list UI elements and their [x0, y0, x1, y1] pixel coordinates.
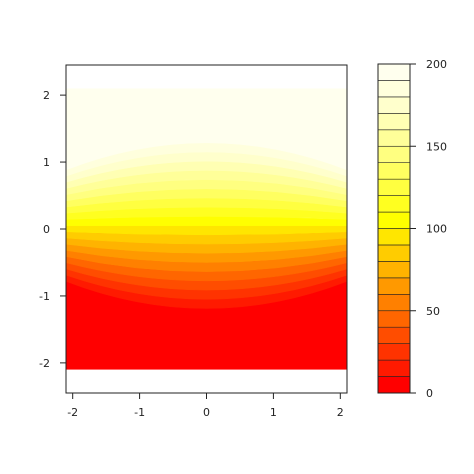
colorbar-segment-5 — [377, 293, 411, 312]
x-tick-label-1: -1 — [134, 406, 145, 419]
colorbar-tick-label-0: 0 — [426, 387, 433, 400]
colorbar-segment-14 — [377, 145, 411, 164]
x-tick-label-0: -2 — [67, 406, 78, 419]
x-tick-label-2: 0 — [203, 406, 210, 419]
y-tick-label-0: -2 — [39, 357, 50, 370]
colorbar-segment-12 — [377, 178, 411, 196]
colorbar-segment-3 — [377, 326, 411, 344]
colorbar-segment-4 — [377, 310, 411, 328]
colorbar-segment-8 — [377, 244, 411, 262]
colorbar-segment-11 — [377, 195, 411, 213]
colorbar-segment-9 — [377, 228, 411, 246]
colorbar-segment-15 — [377, 129, 411, 147]
colorbar-segment-0 — [377, 376, 411, 394]
colorbar-segment-7 — [377, 261, 411, 279]
colorbar-segment-16 — [377, 113, 411, 131]
y-tick-label-1: -1 — [39, 290, 50, 303]
colorbar-segment-13 — [377, 162, 411, 180]
colorbar: 0 50 100 150 200 — [377, 58, 447, 400]
colorbar-segment-19 — [377, 63, 411, 81]
contour-band-19 — [66, 133, 347, 171]
colorbar-segment-18 — [377, 80, 411, 98]
colorbar-tick-label-2: 100 — [426, 223, 447, 236]
colorbar-segment-17 — [377, 96, 411, 114]
plot-area — [66, 88, 347, 370]
colorbar-tick-label-1: 50 — [426, 305, 440, 318]
y-tick-label-4: 2 — [43, 89, 50, 102]
colorbar-tick-label-3: 150 — [426, 140, 447, 153]
colorbar-segment-6 — [377, 277, 411, 295]
colorbar-tick-label-4: 200 — [426, 58, 447, 71]
y-tick-label-3: 1 — [43, 156, 50, 169]
x-tick-label-3: 1 — [270, 406, 277, 419]
colorbar-segment-2 — [377, 343, 411, 361]
colorbar-segment-1 — [377, 359, 411, 377]
x-tick-label-4: 2 — [337, 406, 344, 419]
contour-band-9 — [66, 225, 347, 236]
y-tick-label-2: 0 — [43, 223, 50, 236]
colorbar-segment-10 — [377, 211, 411, 229]
